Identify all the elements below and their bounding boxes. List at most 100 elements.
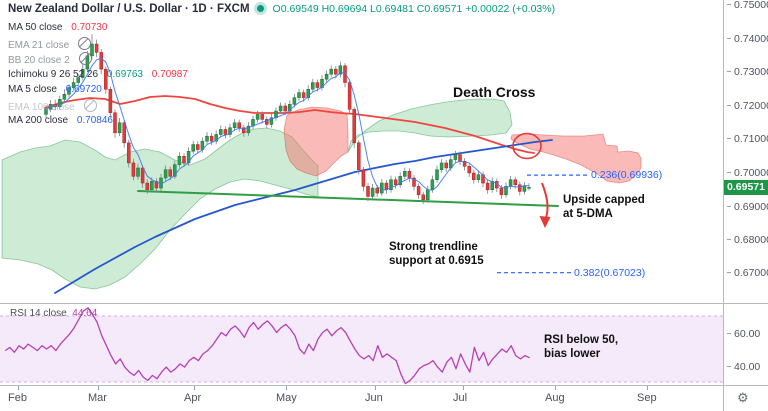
month-label: Sep (637, 392, 657, 404)
indicator-label: MA 5 close (8, 84, 57, 95)
candle-body (242, 127, 246, 134)
down-arrow-head (539, 216, 551, 228)
indicator-row-ma200[interactable]: MA 200 close 0.70846 (8, 114, 194, 130)
panel-separator-bottom[interactable] (0, 385, 768, 386)
candle-body (288, 104, 292, 112)
candle-body (435, 169, 439, 180)
axis-separator-vertical (723, 0, 724, 411)
indicator-label: BB 20 close 2 (8, 55, 70, 66)
candle-body (366, 186, 370, 197)
candle-body (301, 92, 306, 98)
cloud-red (283, 106, 349, 177)
month-label: Aug (545, 392, 565, 404)
eye-off-icon[interactable] (77, 36, 91, 50)
rsi-polyline (4, 307, 530, 385)
indicator-row-ichimoku[interactable]: Ichimoku 9 26 52 26 0.69763 0.70987 (8, 68, 194, 84)
ma50-line (44, 95, 535, 154)
month-label: Jul (453, 392, 468, 404)
candle-body (278, 105, 283, 112)
candle-body (352, 109, 356, 144)
candle-body (127, 142, 131, 164)
candle-body (375, 187, 379, 194)
time-axis[interactable]: Feb Mar Apr May Jun Jul Aug Sep (0, 386, 768, 411)
candle-body (472, 172, 476, 180)
indicator-value: 0.70846 (76, 115, 113, 126)
candle-body (108, 89, 113, 113)
month-label: Mar (88, 392, 107, 404)
candle-body (370, 187, 375, 197)
candle-body (191, 144, 195, 152)
candle-body (508, 179, 513, 187)
panel-separator[interactable] (0, 303, 768, 304)
settings-gear-icon[interactable]: ⚙ (737, 390, 749, 405)
candle-body (315, 82, 320, 88)
eye-off-icon[interactable] (83, 98, 97, 112)
candle-body (499, 187, 504, 196)
candle-body (214, 134, 218, 142)
symbol-title[interactable]: New Zealand Dollar / U.S. Dollar · 1D · … (8, 3, 250, 15)
fib-382-label: 0.382(0.67023) (574, 267, 646, 279)
candle-body (196, 144, 200, 150)
candle-body (467, 166, 471, 174)
candle-body (168, 169, 172, 177)
month-tick (194, 386, 195, 390)
ohlc-values: O0.69549 H0.69694 L0.69481 C0.69571 +0.0… (272, 3, 556, 15)
candle-body (76, 77, 80, 83)
rsi-axis[interactable]: 60.00 40.00 (724, 304, 768, 385)
month-label: Jun (365, 392, 383, 404)
indicator-row-bb20[interactable]: BB 20 close 2 (8, 52, 194, 68)
candle-body (99, 52, 103, 70)
market-status-dot-icon (256, 5, 264, 13)
candle-body (136, 167, 140, 177)
indicator-row-ema21[interactable]: EMA 21 close (8, 36, 194, 53)
down-arrow (541, 182, 549, 221)
candle-body (416, 186, 421, 196)
candle-body (338, 65, 343, 75)
indicator-row-ema100[interactable]: EMA 100 close (8, 98, 194, 115)
indicator-label: EMA 100 close (8, 101, 75, 113)
rsi-chart-canvas[interactable] (0, 304, 723, 385)
rsi-label: RSI 14 close (10, 308, 67, 319)
indicator-value: 0.69720 (65, 84, 102, 95)
candle-body (154, 181, 159, 189)
candle-body (324, 73, 329, 80)
month-tick (555, 386, 556, 390)
candle-body (453, 154, 458, 160)
candle-body (412, 177, 416, 187)
candle-body (357, 142, 361, 170)
candle-body (334, 68, 338, 75)
eye-off-icon[interactable] (78, 52, 92, 65)
month-tick (463, 386, 464, 390)
candle-body (145, 182, 149, 191)
price-tick-label: 0.67000 (727, 267, 768, 279)
candle-body (398, 176, 402, 185)
candle-body (232, 122, 237, 129)
candle-body (283, 105, 287, 112)
candle-body (403, 171, 407, 177)
fib-retracement-lines (497, 174, 588, 274)
candle-body (297, 92, 301, 98)
candle-body (518, 184, 522, 192)
rsi-value: 44.64 (72, 308, 98, 319)
candle-body (104, 68, 108, 90)
indicator-row-ma5[interactable]: MA 5 close 0.69720 (8, 83, 194, 99)
fib-236-label: 0.236(0.69936) (591, 169, 663, 181)
symbol-header[interactable]: New Zealand Dollar / U.S. Dollar · 1D · … (8, 3, 555, 15)
candle-body (265, 119, 269, 125)
rsi-legend[interactable]: RSI 14 close 44.64 (10, 308, 97, 319)
indicator-row-ma50[interactable]: MA 50 close 0.70730 (8, 21, 194, 37)
candle-body (522, 185, 527, 192)
candle-body (67, 87, 71, 95)
candle-body (44, 109, 48, 115)
price-chart-canvas[interactable] (0, 0, 723, 303)
month-label: Feb (8, 392, 27, 404)
trendline-line (137, 190, 559, 207)
candle-body (426, 189, 430, 201)
